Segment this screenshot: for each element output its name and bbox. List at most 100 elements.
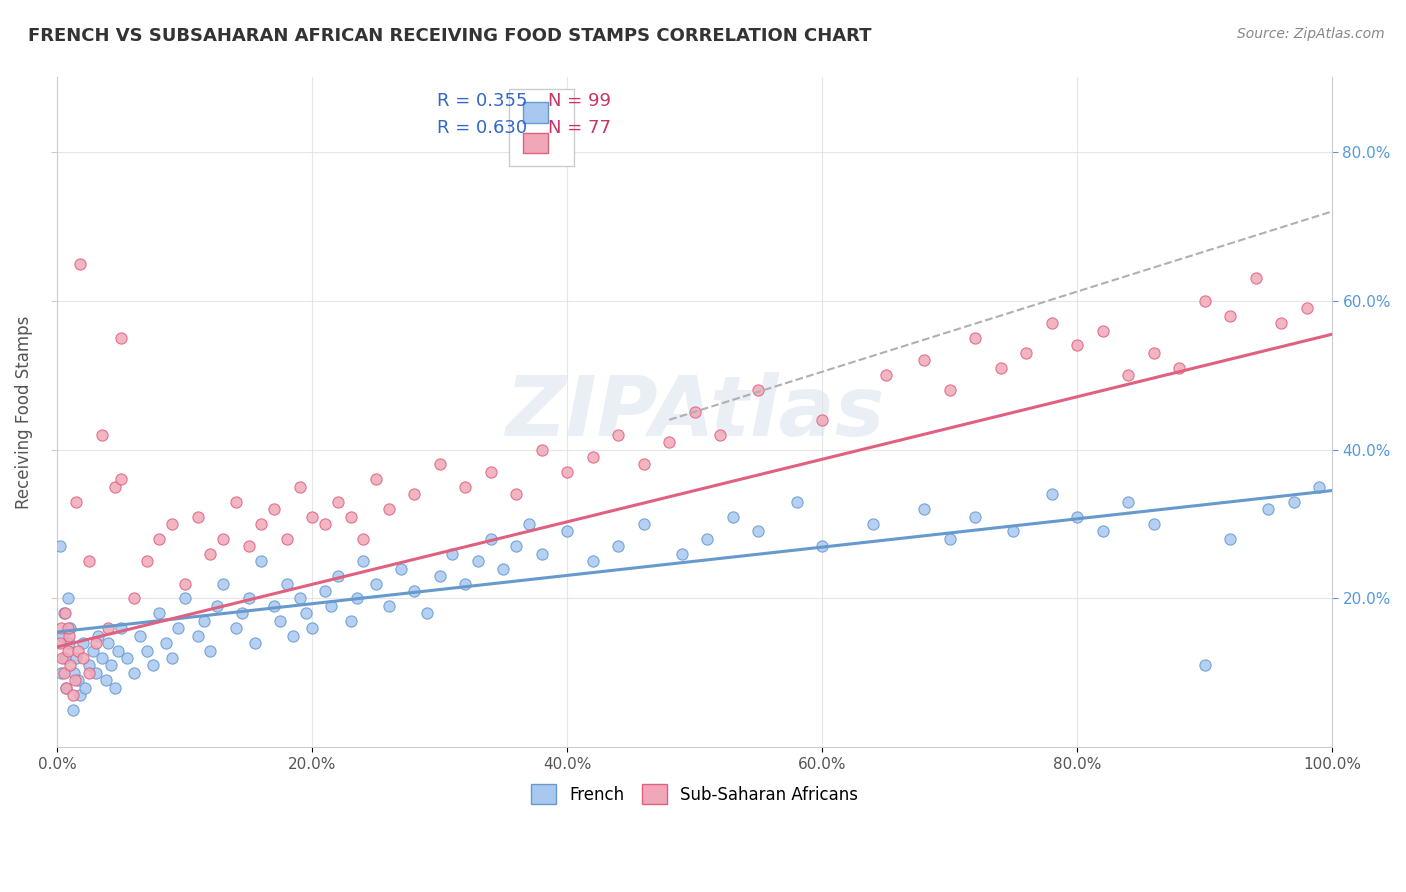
Legend: French, Sub-Saharan Africans: French, Sub-Saharan Africans (523, 776, 866, 813)
Point (479, 465, 502, 479)
Point (94, 673, 117, 688)
Point (346, 591, 368, 606)
Point (1244, 271, 1267, 285)
Point (269, 614, 291, 628)
Point (263, 599, 285, 613)
Point (49, 621, 72, 635)
Point (104, 681, 127, 695)
Point (56, 643, 79, 657)
Point (250, 516, 273, 531)
Point (416, 607, 439, 621)
Point (52, 665, 75, 680)
Point (683, 405, 706, 419)
Point (1142, 346, 1164, 360)
Point (90, 651, 112, 665)
Point (990, 360, 1012, 375)
Point (122, 591, 145, 606)
Point (377, 502, 399, 516)
Point (295, 607, 318, 621)
Point (205, 599, 228, 613)
Point (160, 651, 183, 665)
Point (454, 480, 477, 494)
Point (212, 532, 235, 546)
Point (1002, 524, 1025, 539)
Point (173, 591, 195, 606)
Point (301, 621, 323, 635)
Point (1194, 293, 1216, 308)
Point (607, 427, 630, 442)
Point (326, 569, 349, 583)
Point (135, 643, 157, 657)
Point (1295, 301, 1317, 315)
Point (747, 524, 769, 539)
Text: N = 77: N = 77 (548, 119, 612, 136)
Point (72, 636, 94, 650)
Point (1219, 309, 1241, 323)
Point (530, 547, 553, 561)
Point (517, 516, 540, 531)
Point (63, 665, 86, 680)
Point (122, 665, 145, 680)
Point (117, 651, 139, 665)
Point (965, 331, 987, 345)
Point (288, 591, 311, 606)
Point (912, 353, 935, 368)
Point (1040, 487, 1063, 501)
Point (1168, 360, 1191, 375)
Point (1091, 524, 1114, 539)
Point (1194, 658, 1216, 673)
Point (811, 413, 834, 427)
Point (1015, 346, 1038, 360)
Point (104, 480, 127, 494)
Point (55, 681, 77, 695)
Point (326, 494, 349, 508)
Point (1219, 532, 1241, 546)
Point (607, 540, 630, 554)
Text: R = 0.630: R = 0.630 (437, 119, 527, 136)
Point (276, 532, 298, 546)
Point (59, 658, 82, 673)
Point (364, 472, 387, 486)
Point (231, 607, 253, 621)
Point (1091, 324, 1114, 338)
Point (658, 435, 681, 450)
Point (97, 636, 120, 650)
Point (301, 509, 323, 524)
Point (186, 629, 208, 643)
Text: ZIPAtlas: ZIPAtlas (505, 372, 884, 453)
Point (62, 703, 84, 717)
Point (492, 562, 515, 576)
Point (709, 427, 731, 442)
Point (696, 532, 718, 546)
Point (49, 665, 72, 680)
Point (135, 554, 157, 568)
Point (555, 465, 578, 479)
Point (505, 540, 527, 554)
Point (352, 554, 374, 568)
Point (77, 658, 100, 673)
Point (1116, 368, 1139, 383)
Point (58, 636, 80, 650)
Text: Source: ZipAtlas.com: Source: ZipAtlas.com (1237, 27, 1385, 41)
Text: N = 99: N = 99 (548, 92, 612, 110)
Point (1116, 494, 1139, 508)
Point (321, 599, 343, 613)
Point (250, 554, 273, 568)
Point (56, 621, 79, 635)
Point (155, 636, 177, 650)
Point (87, 629, 110, 643)
Point (1066, 509, 1088, 524)
Point (314, 516, 336, 531)
Point (193, 614, 215, 628)
Point (75, 681, 97, 695)
Point (862, 516, 884, 531)
Point (1270, 316, 1292, 330)
Point (129, 629, 152, 643)
Point (1257, 502, 1279, 516)
Point (58, 629, 80, 643)
Point (1066, 338, 1088, 352)
Point (186, 509, 208, 524)
Point (110, 472, 132, 486)
Point (633, 516, 655, 531)
Point (404, 584, 426, 599)
